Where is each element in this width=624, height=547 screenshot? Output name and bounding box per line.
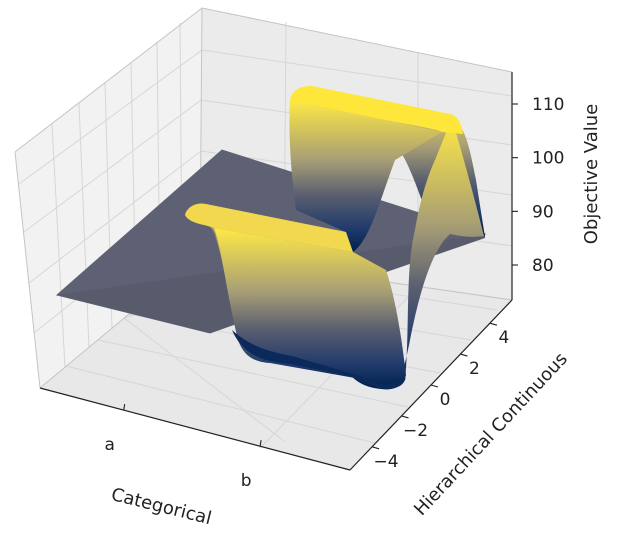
surface-category-b-ridge bbox=[290, 86, 463, 134]
y-tick bbox=[489, 322, 498, 326]
x-tick-label: b bbox=[241, 471, 252, 491]
surface-group bbox=[55, 86, 487, 390]
y-tick-label: 0 bbox=[440, 390, 451, 410]
x-tick bbox=[123, 404, 126, 411]
y-tick-label: 4 bbox=[498, 328, 509, 348]
tick-labels: 80 90 100 110 −4−2 024 a b bbox=[104, 95, 564, 491]
z-tick-label: 80 bbox=[532, 256, 554, 276]
tick-marks bbox=[123, 103, 518, 450]
y-tick-label: 2 bbox=[469, 359, 480, 379]
x-tick-label: a bbox=[104, 435, 114, 455]
y-tick-label: −2 bbox=[403, 421, 428, 441]
y-tick bbox=[460, 353, 468, 357]
surface-trough-shadow bbox=[232, 330, 406, 390]
surface-category-b-top-band bbox=[185, 203, 354, 252]
x-axis-line bbox=[39, 387, 351, 471]
y-tick bbox=[371, 446, 380, 450]
surface-category-b-ridge-face bbox=[289, 100, 442, 252]
z-tick-label: 110 bbox=[532, 95, 564, 115]
z-tick-label: 90 bbox=[532, 202, 554, 222]
z-tick-label: 100 bbox=[532, 149, 564, 169]
x-axis-label: Categorical bbox=[109, 484, 214, 529]
y-tick bbox=[430, 384, 439, 388]
y-tick bbox=[401, 415, 409, 419]
z-axis-label: Objective Value bbox=[581, 104, 602, 245]
y-tick-label: −4 bbox=[374, 452, 399, 472]
x-tick bbox=[259, 440, 262, 447]
